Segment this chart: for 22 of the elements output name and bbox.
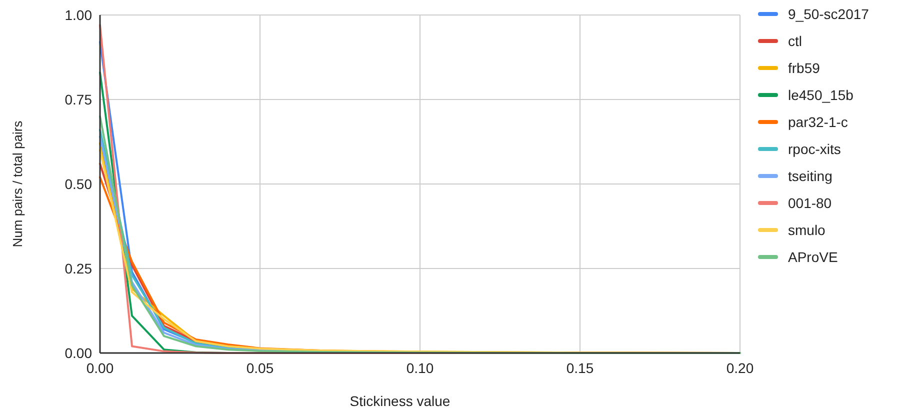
legend-label: le450_15b [788, 87, 854, 103]
y-tick-label: 0.25 [64, 260, 92, 276]
legend-label: rpoc-xits [788, 141, 841, 157]
legend-label: 9_50-sc2017 [788, 6, 870, 22]
x-tick-label: 0.10 [406, 360, 434, 376]
y-axis-title: Num pairs / total pairs [10, 120, 25, 248]
x-tick-label: 0.05 [246, 360, 274, 376]
x-tick-label: 0.15 [566, 360, 594, 376]
y-tick-label: 0.50 [64, 176, 92, 192]
legend-label: tseiting [788, 168, 832, 184]
legend-label: ctl [788, 33, 802, 49]
legend-label: AProVE [788, 249, 838, 265]
x-axis-title: Stickiness value [350, 393, 450, 409]
legend-label: 001-80 [788, 195, 832, 211]
y-tick-label: 0.00 [64, 345, 92, 361]
y-tick-label: 1.00 [64, 7, 92, 23]
x-tick-label: 0.20 [726, 360, 754, 376]
legend-label: smulo [788, 222, 826, 238]
legend-label: frb59 [788, 60, 820, 76]
y-tick-label: 0.75 [64, 92, 92, 108]
legend-label: par32-1-c [788, 114, 848, 130]
x-tick-label: 0.00 [86, 360, 114, 376]
